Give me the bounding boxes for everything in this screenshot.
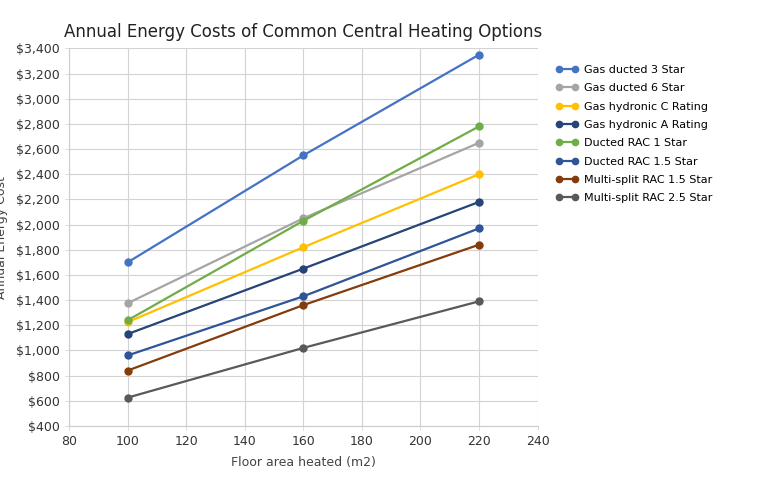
Line: Ducted RAC 1 Star: Ducted RAC 1 Star (124, 123, 482, 324)
Y-axis label: Annual Energy Cost: Annual Energy Cost (0, 176, 8, 299)
Gas hydronic C Rating (299, 244, 308, 250)
Ducted RAC 1 Star (299, 218, 308, 224)
X-axis label: Floor area heated (m2): Floor area heated (m2) (231, 456, 376, 469)
Ducted RAC 1 Star (123, 318, 132, 323)
Legend: Gas ducted 3 Star, Gas ducted 6 Star, Gas hydronic C Rating, Gas hydronic A Rati: Gas ducted 3 Star, Gas ducted 6 Star, Ga… (552, 61, 715, 207)
Multi-split RAC 2.5 Star (299, 345, 308, 351)
Line: Gas ducted 6 Star: Gas ducted 6 Star (124, 139, 482, 307)
Line: Multi-split RAC 2.5 Star: Multi-split RAC 2.5 Star (124, 298, 482, 401)
Line: Gas ducted 3 Star: Gas ducted 3 Star (124, 51, 482, 266)
Multi-split RAC 2.5 Star (123, 395, 132, 401)
Multi-split RAC 1.5 Star (123, 368, 132, 374)
Gas hydronic C Rating (123, 319, 132, 325)
Gas ducted 6 Star (299, 215, 308, 221)
Ducted RAC 1 Star (475, 123, 484, 129)
Gas ducted 6 Star (123, 300, 132, 306)
Gas ducted 6 Star (475, 140, 484, 146)
Multi-split RAC 1.5 Star (475, 242, 484, 248)
Gas hydronic A Rating (475, 199, 484, 205)
Ducted RAC 1.5 Star (123, 352, 132, 358)
Line: Gas hydronic C Rating: Gas hydronic C Rating (124, 171, 482, 326)
Ducted RAC 1.5 Star (475, 226, 484, 231)
Ducted RAC 1.5 Star (299, 293, 308, 299)
Gas ducted 3 Star (123, 259, 132, 265)
Line: Multi-split RAC 1.5 Star: Multi-split RAC 1.5 Star (124, 241, 482, 374)
Title: Annual Energy Costs of Common Central Heating Options: Annual Energy Costs of Common Central He… (65, 23, 542, 41)
Gas ducted 3 Star (475, 52, 484, 58)
Line: Ducted RAC 1.5 Star: Ducted RAC 1.5 Star (124, 225, 482, 359)
Line: Gas hydronic A Rating: Gas hydronic A Rating (124, 198, 482, 337)
Gas hydronic A Rating (123, 331, 132, 337)
Gas hydronic A Rating (299, 266, 308, 272)
Gas hydronic C Rating (475, 171, 484, 177)
Multi-split RAC 1.5 Star (299, 302, 308, 308)
Gas ducted 3 Star (299, 152, 308, 158)
Multi-split RAC 2.5 Star (475, 299, 484, 304)
